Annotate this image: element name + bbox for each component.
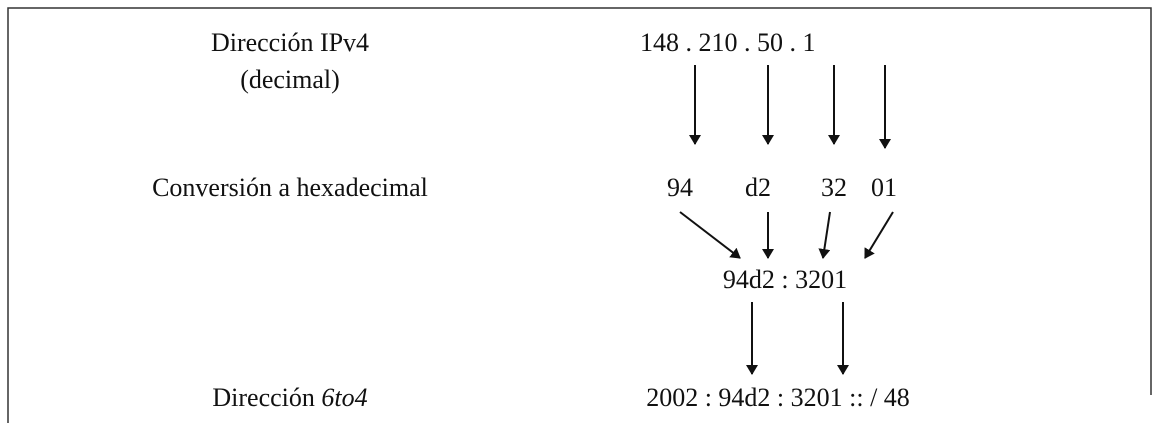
hex-value: 32 — [821, 173, 847, 202]
hex-value: 94 — [667, 173, 693, 202]
frame — [7, 7, 1152, 423]
hex-value: d2 — [745, 173, 771, 202]
arrow — [679, 211, 741, 259]
label-6to4-text: Dirección — [212, 383, 315, 412]
hex-value: 01 — [871, 173, 897, 202]
label-hex: Conversión a hexadecimal — [152, 173, 428, 202]
arrow — [864, 211, 894, 259]
label-6to4-italic: 6to4 — [321, 383, 367, 412]
ipv4-value: 148 . 210 . 50 . 1 — [640, 28, 816, 57]
joined-value: 94d2 : 3201 — [723, 265, 847, 294]
arrows — [679, 65, 894, 375]
label-6to4: Dirección 6to4 — [212, 383, 367, 412]
label-ipv4: Dirección IPv4 — [211, 28, 369, 57]
sixtofour-value: 2002 : 94d2 : 3201 :: / 48 — [646, 383, 910, 412]
arrow — [818, 211, 831, 259]
label-ipv4-note: (decimal) — [240, 65, 340, 94]
